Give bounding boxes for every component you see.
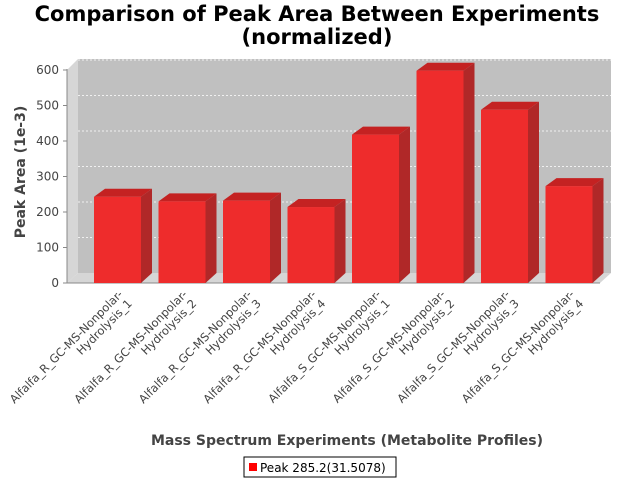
bar (158, 193, 217, 283)
y-tick-label: 0 (51, 276, 59, 290)
chart-title-line-1: Comparison of Peak Area Between Experime… (35, 2, 600, 26)
bar-top (158, 193, 217, 202)
legend-box (243, 456, 397, 478)
bar-side (592, 178, 604, 283)
bar (416, 62, 475, 284)
legend: Peak 285.2(31.5078) (243, 456, 397, 478)
bars (94, 62, 604, 284)
bar (545, 178, 604, 283)
bar (481, 101, 539, 283)
x-axis-title: Mass Spectrum Experiments (Metabolite Pr… (151, 433, 543, 449)
bar-top (352, 126, 410, 135)
bar-front (94, 196, 141, 283)
bar-front (223, 200, 270, 283)
bar-side (399, 126, 410, 283)
bar-front (481, 109, 528, 283)
bar-top (287, 199, 346, 208)
y-tick-label: 100 (36, 241, 59, 255)
bar-top (223, 192, 281, 201)
bar-front (287, 207, 335, 283)
y-tick-label: 600 (36, 63, 59, 77)
y-tick-label: 200 (36, 205, 59, 219)
bar-top (416, 62, 475, 71)
bar-side (270, 192, 281, 283)
bar-top (481, 101, 539, 110)
legend-swatch (249, 463, 257, 471)
bar-side (463, 62, 475, 284)
y-tick-label: 500 (36, 99, 59, 113)
bar-front (158, 201, 206, 283)
bar-side (141, 188, 152, 283)
plot-side-wall (67, 59, 78, 283)
bar-top (545, 178, 604, 187)
bar-front (352, 134, 399, 283)
bar-front (416, 70, 464, 284)
bar (352, 126, 410, 283)
bar-side (205, 193, 217, 283)
bar (223, 192, 281, 283)
bar-top (94, 188, 152, 197)
bar (94, 188, 152, 283)
chart-title-line-2: (normalized) (242, 25, 393, 49)
bar-front (545, 186, 593, 283)
legend-label: Peak 285.2(31.5078) (260, 461, 386, 475)
bar-side (528, 101, 539, 283)
x-axis-labels: Alfalfa_R_GC-MS-Nonpolar-Hydrolysis_1Alf… (7, 287, 587, 415)
y-tick-label: 400 (36, 134, 59, 148)
y-tick-label: 300 (36, 170, 59, 184)
bar (287, 199, 346, 283)
y-axis-title: Peak Area (1e-3) (13, 106, 29, 239)
x-category-label: Alfalfa_S_GC-MS-Nonpolar-Hydrolysis_4 (459, 287, 587, 415)
bar-side (334, 199, 346, 283)
